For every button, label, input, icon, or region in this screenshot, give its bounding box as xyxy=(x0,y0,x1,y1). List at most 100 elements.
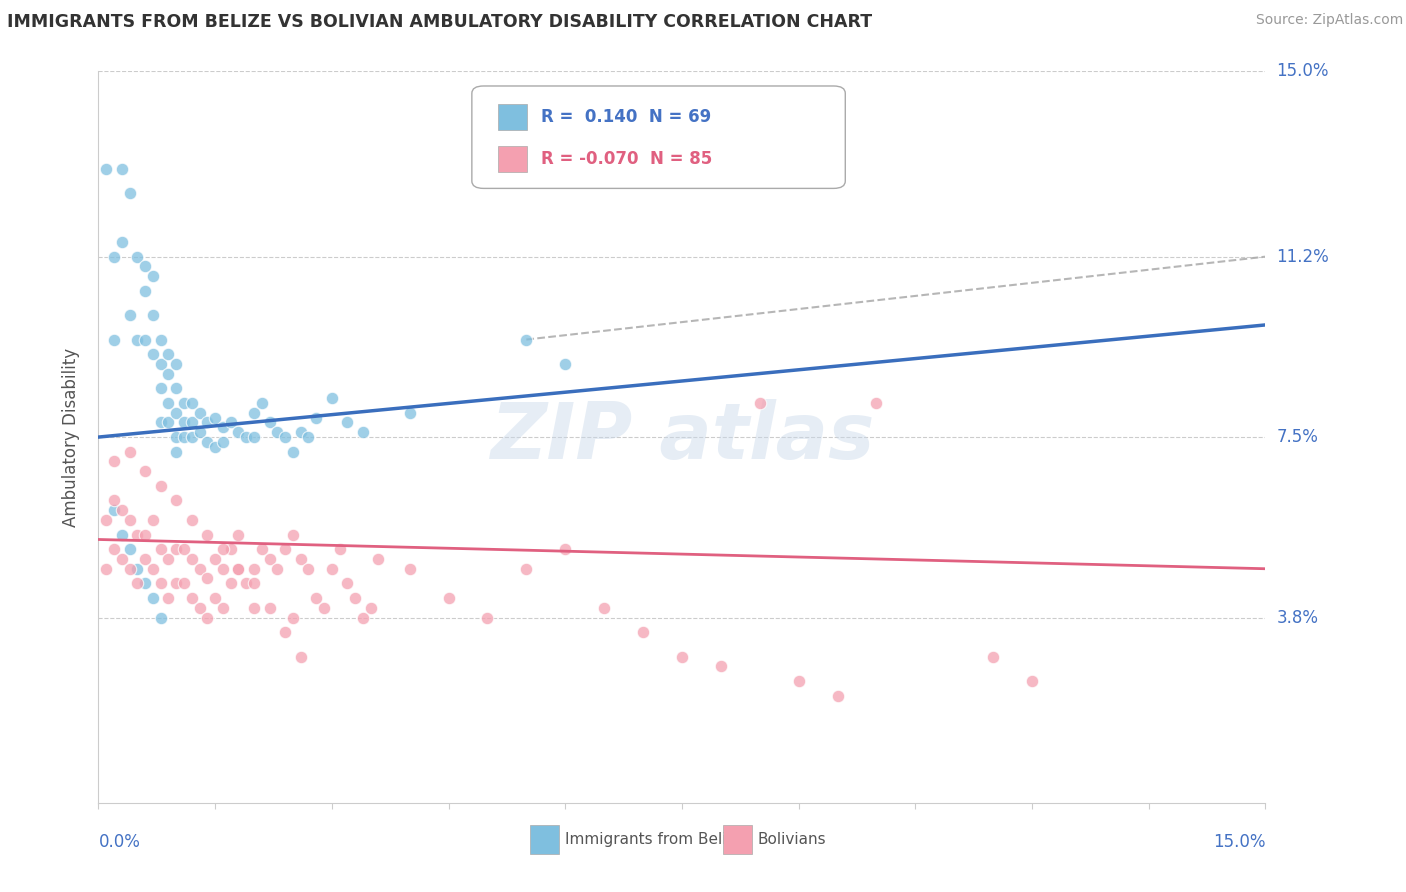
Point xyxy=(142,308,165,322)
Point xyxy=(981,649,1004,664)
Point xyxy=(118,513,141,527)
Point xyxy=(134,260,156,274)
Point xyxy=(554,357,576,371)
Point xyxy=(437,591,460,605)
Point xyxy=(103,454,125,468)
Point xyxy=(142,562,165,576)
Point xyxy=(134,576,156,591)
Point xyxy=(188,562,211,576)
Point xyxy=(259,600,281,615)
Point xyxy=(259,552,281,566)
Text: 3.8%: 3.8% xyxy=(1277,608,1319,626)
Point xyxy=(173,542,195,557)
Point xyxy=(111,235,134,249)
Text: ZIP atlas: ZIP atlas xyxy=(489,399,875,475)
FancyBboxPatch shape xyxy=(498,103,527,130)
Point xyxy=(281,610,304,624)
Point xyxy=(336,416,359,430)
Point xyxy=(204,410,226,425)
Point xyxy=(157,396,180,410)
Text: IMMIGRANTS FROM BELIZE VS BOLIVIAN AMBULATORY DISABILITY CORRELATION CHART: IMMIGRANTS FROM BELIZE VS BOLIVIAN AMBUL… xyxy=(7,13,872,31)
Point xyxy=(228,425,250,440)
Text: Bolivians: Bolivians xyxy=(758,832,827,847)
Point xyxy=(165,406,187,420)
Point xyxy=(127,576,149,591)
FancyBboxPatch shape xyxy=(530,825,560,854)
Point xyxy=(103,493,125,508)
Point xyxy=(180,591,202,605)
Point xyxy=(329,542,352,557)
Point xyxy=(127,527,149,541)
Point xyxy=(312,600,335,615)
Point xyxy=(127,250,149,264)
Point xyxy=(787,673,810,688)
Point xyxy=(149,479,172,493)
Point xyxy=(274,542,297,557)
Point xyxy=(173,416,195,430)
Point xyxy=(188,406,211,420)
Point xyxy=(297,430,319,444)
Point xyxy=(96,161,118,176)
Point xyxy=(212,420,235,434)
Point xyxy=(554,542,576,557)
Point xyxy=(212,434,235,449)
Point xyxy=(118,562,141,576)
Point xyxy=(188,600,211,615)
Point xyxy=(103,542,125,557)
Point xyxy=(195,572,218,586)
Point xyxy=(274,430,297,444)
Point xyxy=(204,591,226,605)
Point xyxy=(180,416,202,430)
Point xyxy=(297,562,319,576)
Point xyxy=(305,591,328,605)
Point xyxy=(180,552,202,566)
Point xyxy=(165,493,187,508)
FancyBboxPatch shape xyxy=(498,146,527,172)
Point xyxy=(180,513,202,527)
Point xyxy=(352,610,374,624)
Point xyxy=(165,430,187,444)
Y-axis label: Ambulatory Disability: Ambulatory Disability xyxy=(62,348,80,526)
Text: 15.0%: 15.0% xyxy=(1213,833,1265,851)
Point xyxy=(118,542,141,557)
Point xyxy=(134,464,156,478)
Point xyxy=(118,444,141,458)
Point xyxy=(134,333,156,347)
Point xyxy=(103,250,125,264)
Point xyxy=(111,503,134,517)
Text: 11.2%: 11.2% xyxy=(1277,248,1329,266)
Point xyxy=(398,406,420,420)
Point xyxy=(142,591,165,605)
Point xyxy=(127,333,149,347)
Point xyxy=(321,562,343,576)
Point xyxy=(149,416,172,430)
Point xyxy=(165,542,187,557)
Point xyxy=(195,527,218,541)
Point xyxy=(321,391,343,405)
Point xyxy=(352,425,374,440)
Point xyxy=(515,333,537,347)
Point xyxy=(165,357,187,371)
Point xyxy=(243,430,266,444)
Point xyxy=(235,430,257,444)
Point xyxy=(243,406,266,420)
Point xyxy=(290,649,312,664)
Point xyxy=(259,416,281,430)
Point xyxy=(1021,673,1043,688)
Point xyxy=(243,576,266,591)
Point xyxy=(111,527,134,541)
Point xyxy=(157,416,180,430)
Point xyxy=(96,513,118,527)
Text: Source: ZipAtlas.com: Source: ZipAtlas.com xyxy=(1256,13,1403,28)
Point xyxy=(671,649,693,664)
Point xyxy=(111,161,134,176)
Point xyxy=(305,410,328,425)
Point xyxy=(243,562,266,576)
Text: 7.5%: 7.5% xyxy=(1277,428,1319,446)
Point xyxy=(266,562,288,576)
Point xyxy=(180,396,202,410)
Point xyxy=(336,576,359,591)
Point xyxy=(243,600,266,615)
Point xyxy=(281,527,304,541)
Point xyxy=(134,284,156,298)
